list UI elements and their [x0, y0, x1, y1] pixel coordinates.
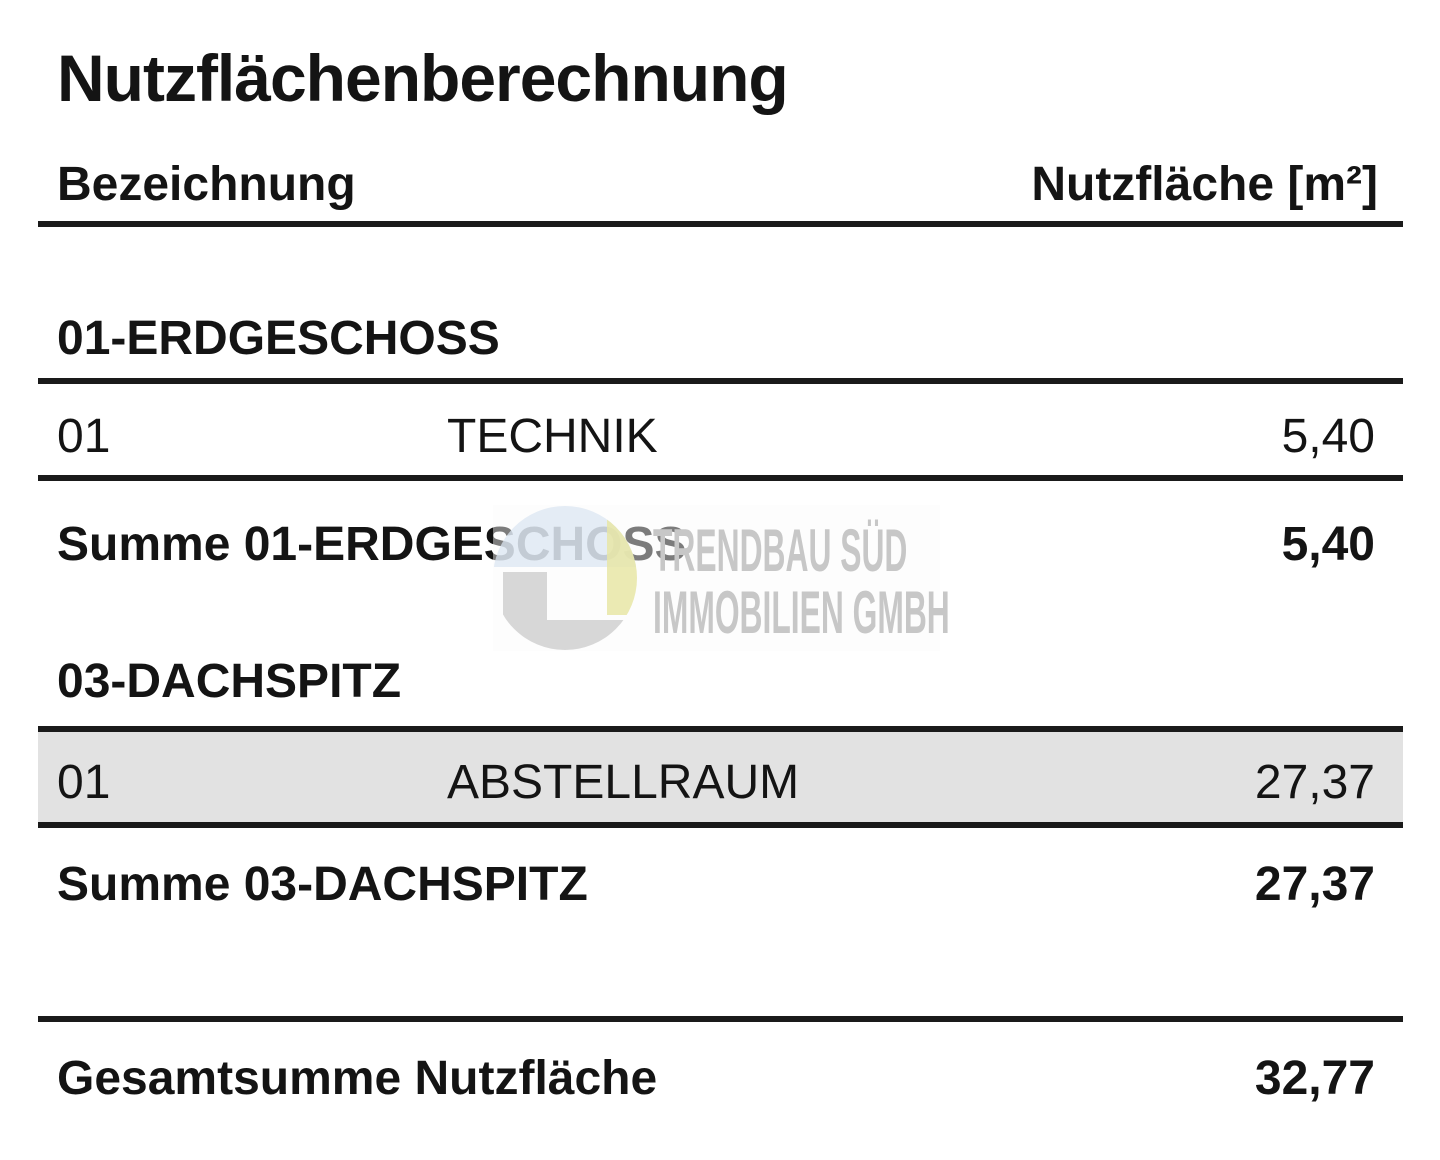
header-rule: [38, 221, 1403, 227]
sum-area: 27,37: [1254, 858, 1375, 911]
watermark-line2: IMMOBILIEN GMBH: [653, 579, 950, 646]
sum-label: Summe 03-DACHSPITZ: [57, 858, 588, 911]
table-header: Bezeichnung Nutzfläche [m²]: [38, 158, 1403, 215]
section-rule: [38, 726, 1403, 732]
trendbau-logo-icon: [493, 506, 637, 650]
row-rule: [38, 475, 1403, 481]
section-rule: [38, 378, 1403, 384]
page-title: Nutzflächenberechnung: [57, 41, 789, 115]
highlighted-row-band: [38, 732, 1403, 822]
total-area: 32,77: [1254, 1052, 1375, 1105]
column-header-bezeichnung: Bezeichnung: [57, 158, 356, 211]
total-label: Gesamtsumme Nutzfläche: [57, 1052, 658, 1105]
section-heading-erdgeschoss: 01-ERDGESCHOSS: [38, 312, 1403, 369]
watermark-line1: TRENDBAU SÜD: [653, 517, 908, 584]
total-row: Gesamtsumme Nutzfläche 32,77: [38, 1052, 1403, 1109]
column-header-nutzflaeche: Nutzfläche [m²]: [1031, 158, 1378, 211]
row-area: 27,37: [1254, 756, 1375, 809]
row-number: 01: [57, 756, 111, 809]
section-heading-label: 01-ERDGESCHOSS: [57, 312, 500, 365]
sum-row-dachspitz: Summe 03-DACHSPITZ 27,37: [38, 858, 1403, 915]
table-row-highlighted: 01 ABSTELLRAUM 27,37: [38, 756, 1403, 813]
section-heading-dachspitz: 03-DACHSPITZ: [38, 655, 1403, 712]
table-row: 01 TECHNIK 5,40: [38, 410, 1403, 467]
watermark: TRENDBAU SÜD IMMOBILIEN GMBH: [493, 505, 950, 651]
row-area: 5,40: [1281, 410, 1375, 463]
section-heading-label: 03-DACHSPITZ: [57, 655, 402, 708]
sum-area: 5,40: [1281, 518, 1375, 571]
row-name: ABSTELLRAUM: [447, 756, 800, 809]
row-name: TECHNIK: [447, 410, 658, 463]
row-number: 01: [57, 410, 111, 463]
row-rule: [38, 822, 1403, 828]
total-rule: [38, 1016, 1403, 1022]
